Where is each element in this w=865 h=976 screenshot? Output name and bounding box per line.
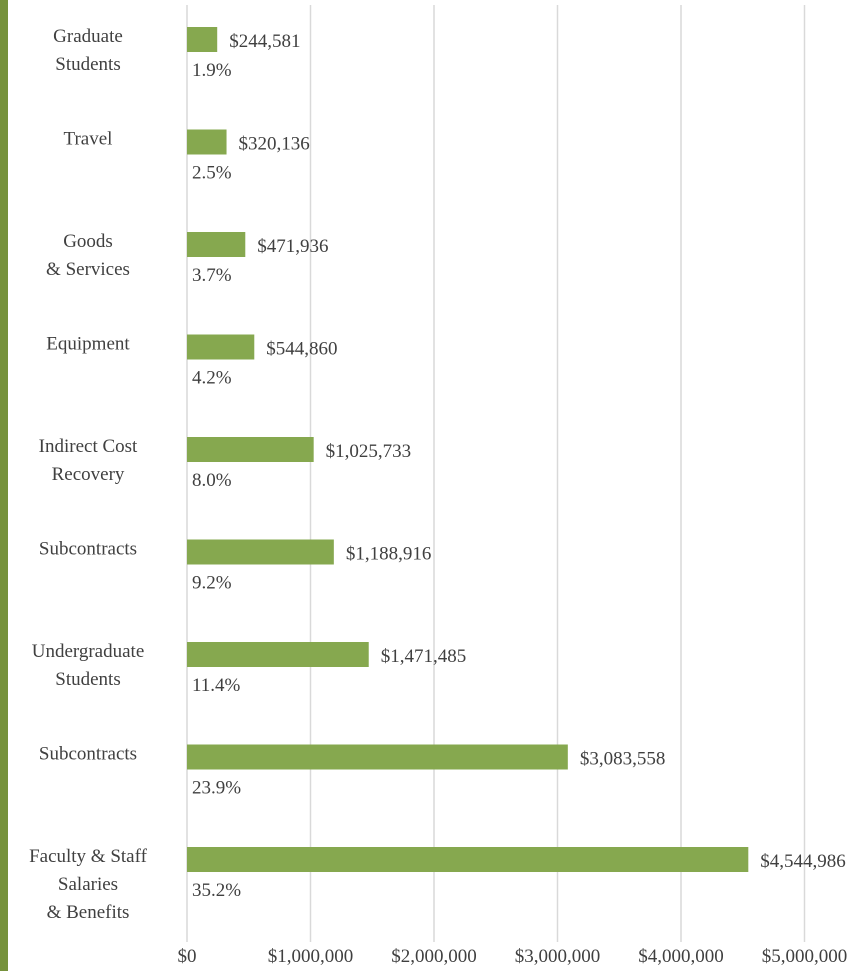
bar [187,232,246,257]
value-label: $3,083,558 [580,749,666,770]
category-label-line: Faculty & Staff [29,846,148,867]
x-tick-label: $3,000,000 [515,946,601,967]
category-label-line: Graduate [53,26,123,47]
category-label-line: Undergraduate [32,641,145,662]
bar [187,744,568,770]
bar [187,334,255,360]
category-label: Equipment [46,334,130,355]
category-label-line: Students [55,669,120,690]
bar [187,27,218,52]
value-label: $1,188,916 [346,544,432,565]
percent-label: 1.9% [192,60,232,81]
category-label: Travel [64,129,113,150]
left-accent-bar [0,0,8,971]
value-label: $544,860 [266,339,337,360]
category-label-line: Goods [63,231,113,252]
category-label-line: Subcontracts [39,539,137,560]
value-label: $244,581 [229,31,300,52]
category-label: Goods & Services [46,231,130,280]
category-label-line: Salaries [58,874,118,895]
percent-label: 3.7% [192,265,232,286]
bar [187,437,314,462]
category-label: Faculty & Staff Salaries & Benefits [29,846,148,923]
category-label: Subcontracts [39,744,137,765]
x-tick-label: $4,000,000 [638,946,724,967]
percent-label: 35.2% [192,880,241,901]
category-label-line: Recovery [52,464,125,485]
x-tick-label: $5,000,000 [762,946,848,967]
category-label-line: Travel [64,129,113,150]
value-label: $1,471,485 [381,646,467,667]
x-tick-label: $0 [178,946,197,967]
value-label: $320,136 [239,134,310,155]
category-label-line: Students [55,54,120,75]
value-label: $471,936 [257,236,328,257]
category-label-line: & Benefits [47,902,130,923]
category-label: Undergraduate Students [32,641,145,690]
category-label-line: & Services [46,259,130,280]
bar [187,642,369,667]
category-label-line: Indirect Cost [39,436,138,457]
category-label-line: Equipment [46,334,130,355]
percent-label: 4.2% [192,368,232,389]
value-label: $4,544,986 [760,851,846,872]
percent-label: 11.4% [192,675,241,696]
bar [187,129,227,155]
category-label: Indirect Cost Recovery [39,436,138,485]
percent-label: 9.2% [192,573,232,594]
percent-label: 2.5% [192,163,232,184]
value-label: $1,025,733 [326,441,412,462]
category-label-line: Subcontracts [39,744,137,765]
bar [187,847,749,872]
percent-label: 23.9% [192,778,241,799]
x-tick-label: $2,000,000 [391,946,477,967]
x-tick-label: $1,000,000 [268,946,354,967]
category-label: Graduate Students [53,26,123,75]
bar [187,539,334,565]
percent-label: 8.0% [192,470,232,491]
category-label: Subcontracts [39,539,137,560]
